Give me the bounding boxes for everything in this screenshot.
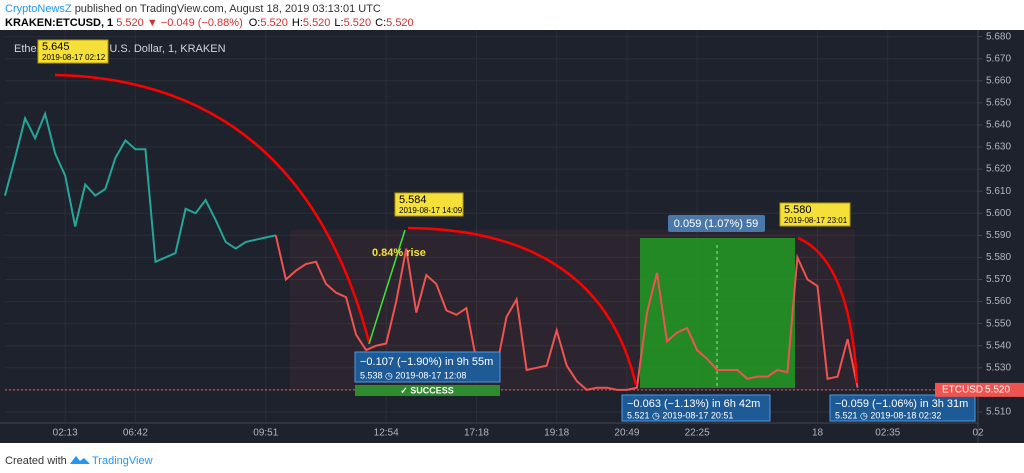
ohlc-label: C: [375,17,386,29]
y-tick-label: 5.660 [986,75,1011,86]
price-line [274,235,859,391]
detail: 5.521 ◷ 2019-08-17 20:51 [627,410,733,420]
header-line: CryptoNewsZ published on TradingView.com… [5,3,381,15]
plot [4,110,978,391]
y-tick-label: 5.510 [986,407,1011,418]
price-tag-symbol: ETCUSD [942,385,983,396]
price-tag-value: 5.520 [985,385,1010,396]
y-tick-label: 5.540 [986,340,1011,351]
y-tick-label: 5.590 [986,230,1011,241]
ohlc-label: L: [334,17,343,29]
success-bar [355,385,500,396]
footer-text: Created with [5,455,67,467]
y-tick-label: 5.610 [986,186,1011,197]
y-tick-label: 5.570 [986,274,1011,285]
x-tick-label: 22:25 [685,428,710,439]
ohlc-value: 5.520 [344,17,372,29]
success-label: ✓ SUCCESS [400,385,454,395]
x-tick-label: 18 [812,428,824,439]
y-tick-label: 5.580 [986,252,1011,263]
change: −0.107 (−1.90%) in 9h 55m [360,356,493,368]
x-tick-label: 02:13 [53,428,78,439]
chart-background [0,30,1024,443]
arc [54,73,371,343]
arc [797,236,859,384]
price: 5.645 [42,41,70,53]
ohlc-value: 5.520 [303,17,331,29]
price: 5.580 [784,204,812,216]
detail: 5.538 ◷ 2019-08-17 12:08 [360,370,466,380]
drop-label: −0.107 (−1.90%) in 9h 55m 5.538 ◷ 2019-08… [354,351,501,383]
logo [70,456,90,464]
x-tick-label: 19:18 [544,428,569,439]
arc [407,226,638,386]
last: 5.520 [116,17,144,29]
author[interactable]: CryptoNewsZ [5,3,72,15]
y-tick-label: 5.600 [986,208,1011,219]
detail: 5.521 ◷ 2019-08-18 02:32 [835,410,941,420]
price: 5.584 [399,194,427,206]
range-label: 0.059 (1.07%) 59 [674,218,758,230]
rise-arrow [368,229,406,345]
change: −0.063 (−1.13%) in 6h 42m [627,398,760,410]
rise-label: 0.84% rise [372,247,426,259]
y-tick-label: 5.670 [986,53,1011,64]
time: 2019-08-17 02:12 [42,53,106,62]
time: 2019-08-17 23:01 [784,216,848,225]
x-tick-label: 12:54 [374,428,399,439]
ohlc-label: H: [292,17,303,29]
ohlc-label: O: [249,17,261,29]
y-tick-label: 5.550 [986,318,1011,329]
ohlc-value: 5.520 [386,17,414,29]
y-tick-label: 5.530 [986,362,1011,373]
ohlc-value: 5.520 [260,17,288,29]
published: published on TradingView.com, August 18,… [75,3,381,15]
y-tick-label: 5.640 [986,120,1011,131]
x-tick-label: 06:42 [123,428,148,439]
y-tick-label: 5.680 [986,31,1011,42]
price-line [4,110,277,264]
x-tick-label: 02:35 [875,428,900,439]
y-tick-label: 5.650 [986,98,1011,109]
price-tag [935,382,1024,397]
change: −0.059 (−1.06%) in 3h 31m [835,398,968,410]
range-label-box [668,215,765,232]
change: ▼ −0.049 (−0.88%) [147,17,243,29]
x-tick-label: 09:51 [253,428,278,439]
x-tick-label: 02 [972,428,984,439]
symbol-line: KRAKEN:ETCUSD, 1 5.520 ▼ −0.049 (−0.88%)… [5,17,414,29]
time: 2019-08-17 14:09 [399,206,463,215]
x-tick-label: 17:18 [464,428,489,439]
y-tick-label: 5.630 [986,142,1011,153]
brand[interactable]: TradingView [92,455,153,467]
symbol: KRAKEN:ETCUSD, 1 [5,17,113,29]
y-tick-label: 5.620 [986,164,1011,175]
y-tick-label: 5.560 [986,296,1011,307]
x-tick-label: 20:49 [614,428,639,439]
